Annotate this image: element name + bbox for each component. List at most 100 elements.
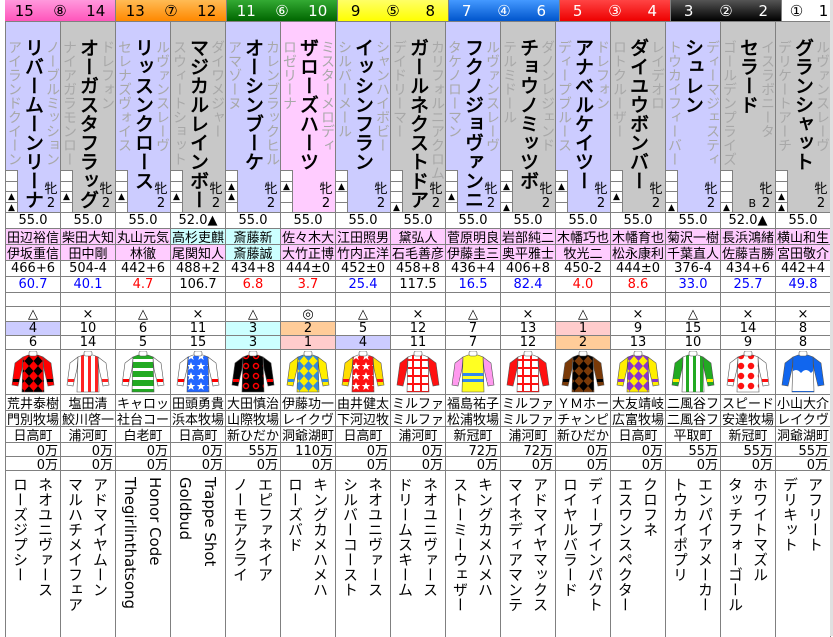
horse-column-12[interactable]: スウィートショット マジカルレインボー ダイワメジャー ▲ 牝 2 52.0▲ 高杉吏麒 尾関知… — [171, 22, 226, 637]
weight-carried: 55.0 — [336, 213, 390, 229]
horse-name[interactable]: ダイユウボンバー — [627, 38, 649, 190]
trainer[interactable]: 宮田敬介 — [776, 245, 830, 261]
horse-column-7[interactable]: タケノローマン フクノジョヴァンニ ルヴァンスレーヴ ▲ 牝 2 55.0 菅原明良 伊藤圭三 4… — [446, 22, 501, 637]
rank: 7 — [446, 336, 500, 350]
horse-name[interactable]: ガールネクストドア — [407, 38, 429, 209]
trainer[interactable]: 斎藤誠 — [226, 245, 280, 261]
horse-name-area[interactable]: ナイアガラモンロー オーガスタフラッグ ドレフォン ▲ 牝 2 — [61, 22, 115, 213]
trainer[interactable]: 尾関知人 — [171, 245, 225, 261]
trainer[interactable]: 佐藤吉勝 — [721, 245, 775, 261]
horse-name-area[interactable]: ロゼリーナ ザローズハーツ ミスターメロディ ▲ 牝 2 — [281, 22, 335, 213]
horse-name[interactable]: アナベルケイツー — [572, 38, 594, 190]
second-dam-name: Thegirlinthatsong — [121, 477, 139, 610]
gate-header: 15 ⑧ 14 13 ⑦ 12 11 ⑥ 10 9 ⑤ 8 7 ④ 6 5 ③ 4 3 ② 2 ① 1 — [5, 0, 833, 22]
horse-name-area[interactable]: デリケートアーチ グランシャット ルヴァンスレーヴ ▲ ▲ 牝 2 — [776, 22, 830, 213]
jockey[interactable]: 木幡巧也 — [556, 229, 610, 245]
horse-column-6[interactable]: テルミドール チョウノミッツボ ダノンレジェンド ▲ ▲ 牝 2 55.0 岩部純二 奥平雅士 40… — [501, 22, 556, 637]
horse-column-10[interactable]: ロゼリーナ ザローズハーツ ミスターメロディ ▲ 牝 2 55.0 佐々木大 大竹正博 444±0… — [281, 22, 336, 637]
breeder: 山際牧場 — [226, 413, 280, 427]
gate-number: ② — [719, 1, 733, 20]
horse-name-area[interactable]: テルミドール チョウノミッツボ ダノンレジェンド ▲ ▲ 牝 2 — [501, 22, 555, 213]
horse-column-4[interactable]: ロトクルーザー ダイユウボンバー レイデオロ ▲ 牝 2 55.0 木幡育也 松永康利 444±0… — [611, 22, 666, 637]
trainer[interactable]: 牧光二 — [556, 245, 610, 261]
trainer[interactable]: 伊坂重信 — [6, 245, 60, 261]
mark-box — [391, 180, 402, 192]
jockey[interactable]: 長浜鴻緒 — [721, 229, 775, 245]
horse-name[interactable]: オーガスタフラッグ — [77, 38, 99, 209]
horse-column-15[interactable]: アイランドクイーン リバームーンリーナ ノーブルミッション ▲ ▲ 牝 2 55.0 田辺裕信伊… — [6, 22, 61, 637]
jockey[interactable]: 丸山元気 — [116, 229, 170, 245]
horse-name-area[interactable]: セレナズヴォイス リッスンクロース ルヴァンスレーヴ ▲ 牝 2 — [116, 22, 170, 213]
age: 2 — [46, 196, 56, 211]
trainer[interactable]: 林徹 — [116, 245, 170, 261]
horse-name-area[interactable]: トウカイフィーバー シュレン ディーマジェスティ ▲ 牝 2 — [666, 22, 720, 213]
horse-name[interactable]: セラード — [737, 38, 759, 114]
sex: 牝 — [209, 182, 223, 197]
jockey[interactable]: 横山和生 — [776, 229, 830, 245]
horse-name[interactable]: ザローズハーツ — [297, 38, 319, 171]
horse-name[interactable]: シュレン — [682, 38, 704, 114]
horse-name-area[interactable]: アイランドクイーン リバームーンリーナ ノーブルミッション ▲ ▲ 牝 2 — [6, 22, 60, 213]
horse-name[interactable]: チョウノミッツボ — [517, 38, 539, 190]
trainer[interactable]: 奥平雅士 — [501, 245, 555, 261]
trainer[interactable]: 田中剛 — [61, 245, 115, 261]
jockey[interactable]: 木幡育也 — [611, 229, 665, 245]
trainer[interactable]: 石毛善彦 — [391, 245, 445, 261]
horse-column-14[interactable]: ナイアガラモンロー オーガスタフラッグ ドレフォン ▲ 牝 2 55.0 柴田大知 田中剛 504… — [61, 22, 116, 637]
mark-boxes: ▲ — [446, 170, 458, 212]
jockey[interactable]: 岩部純二 — [501, 229, 555, 245]
jockey-silks-icon — [666, 350, 720, 395]
dam-name: トウカイフィーバー — [666, 40, 682, 166]
horse-name[interactable]: マジカルレインボー — [187, 38, 209, 209]
horse-column-8[interactable]: デイドリーマー ガールネクストドア カリフォルニアクロム ▲ 牝 2 55.0 黛弘人 石毛善彦… — [391, 22, 446, 637]
mark-box — [6, 170, 17, 181]
horse-name-area[interactable]: ゴールデンプライズ セラード イスラボニータ ▲ B 牝 2 — [721, 22, 775, 213]
jockey[interactable]: 田辺裕信 — [6, 229, 60, 245]
horse-name-area[interactable]: ロトクルーザー ダイユウボンバー レイデオロ ▲ 牝 2 — [611, 22, 665, 213]
jockey[interactable]: 佐々木大 — [281, 229, 335, 245]
horse-name-area[interactable]: アマゾーヌ オーシンブーケ カレンブラックヒル ▲ ▲ 牝 2 — [226, 22, 280, 213]
trainer[interactable]: 松永康利 — [611, 245, 665, 261]
trainer[interactable]: 伊藤圭三 — [446, 245, 500, 261]
horse-name[interactable]: グランシャット — [792, 38, 814, 171]
horse-column-9[interactable]: シルバーメール イッシンフラン シャンハイボビー ▲ 牝 2 55.0 江田照男 竹内正洋 452… — [336, 22, 391, 637]
prize-money: 0万 — [611, 457, 665, 471]
horse-name[interactable]: リッスンクロース — [132, 38, 154, 190]
jockey[interactable]: 斎藤新 — [226, 229, 280, 245]
trainer[interactable]: 大竹正博 — [281, 245, 335, 261]
trainer[interactable]: 竹内正洋 — [336, 245, 390, 261]
sire-name: ダイワメジャー — [209, 40, 225, 138]
trainer[interactable]: 千葉直人 — [666, 245, 720, 261]
horse-column-11[interactable]: アマゾーヌ オーシンブーケ カレンブラックヒル ▲ ▲ 牝 2 55.0 斎藤新 斎藤誠 434+8… — [226, 22, 281, 637]
horse-column-3[interactable]: トウカイフィーバー シュレン ディーマジェスティ ▲ 牝 2 55.0 菊沢一樹 千葉直人 376… — [666, 22, 721, 637]
dam-name: デイドリーマー — [391, 40, 407, 138]
scrollbar[interactable] — [830, 0, 833, 636]
horse-column-1[interactable]: デリケートアーチ グランシャット ルヴァンスレーヴ ▲ ▲ 牝 2 55.0 横山和生 宮田敬介 4… — [776, 22, 831, 637]
jockey[interactable]: 黛弘人 — [391, 229, 445, 245]
horse-name[interactable]: リバームーンリーナ — [22, 38, 44, 209]
horse-number: 1 — [818, 1, 829, 20]
jockey[interactable]: 菊沢一樹 — [666, 229, 720, 245]
horse-name-area[interactable]: ディープブルース アナベルケイツー ドレフォン ▲ 牝 2 — [556, 22, 610, 213]
horse-name[interactable]: フクノジョヴァンニ — [462, 38, 484, 209]
horse-column-13[interactable]: セレナズヴォイス リッスンクロース ルヴァンスレーヴ ▲ 牝 2 55.0 丸山元気 林徹 442… — [116, 22, 171, 637]
sex: 牝 — [649, 182, 663, 197]
horse-name[interactable]: イッシンフラン — [352, 38, 374, 171]
body-weight: 504-4 — [61, 261, 115, 277]
prize-money: 0万 — [501, 457, 555, 471]
region: 浦河町 — [501, 427, 555, 443]
jockey[interactable]: 江田照男 — [336, 229, 390, 245]
horse-name-area[interactable]: シルバーメール イッシンフラン シャンハイボビー ▲ 牝 2 — [336, 22, 390, 213]
horse-column-2[interactable]: ゴールデンプライズ セラード イスラボニータ ▲ B 牝 2 52.0▲ 長浜鴻緒 佐藤吉勝 434… — [721, 22, 776, 637]
horse-column-5[interactable]: ディープブルース アナベルケイツー ドレフォン ▲ 牝 2 55.0 木幡巧也 牧光二 450-2… — [556, 22, 611, 637]
jockey[interactable]: 柴田大知 — [61, 229, 115, 245]
mark-box — [116, 170, 127, 181]
horse-name-area[interactable]: スウィートショット マジカルレインボー ダイワメジャー ▲ 牝 2 — [171, 22, 225, 213]
jockey[interactable]: 高杉吏麒 — [171, 229, 225, 245]
horse-name-area[interactable]: デイドリーマー ガールネクストドア カリフォルニアクロム ▲ 牝 2 — [391, 22, 445, 213]
horse-name[interactable]: オーシンブーケ — [242, 38, 264, 171]
horse-name-area[interactable]: タケノローマン フクノジョヴァンニ ルヴァンスレーヴ ▲ 牝 2 — [446, 22, 500, 213]
weight-carried: 55.0 — [666, 213, 720, 229]
jockey[interactable]: 菅原明良 — [446, 229, 500, 245]
